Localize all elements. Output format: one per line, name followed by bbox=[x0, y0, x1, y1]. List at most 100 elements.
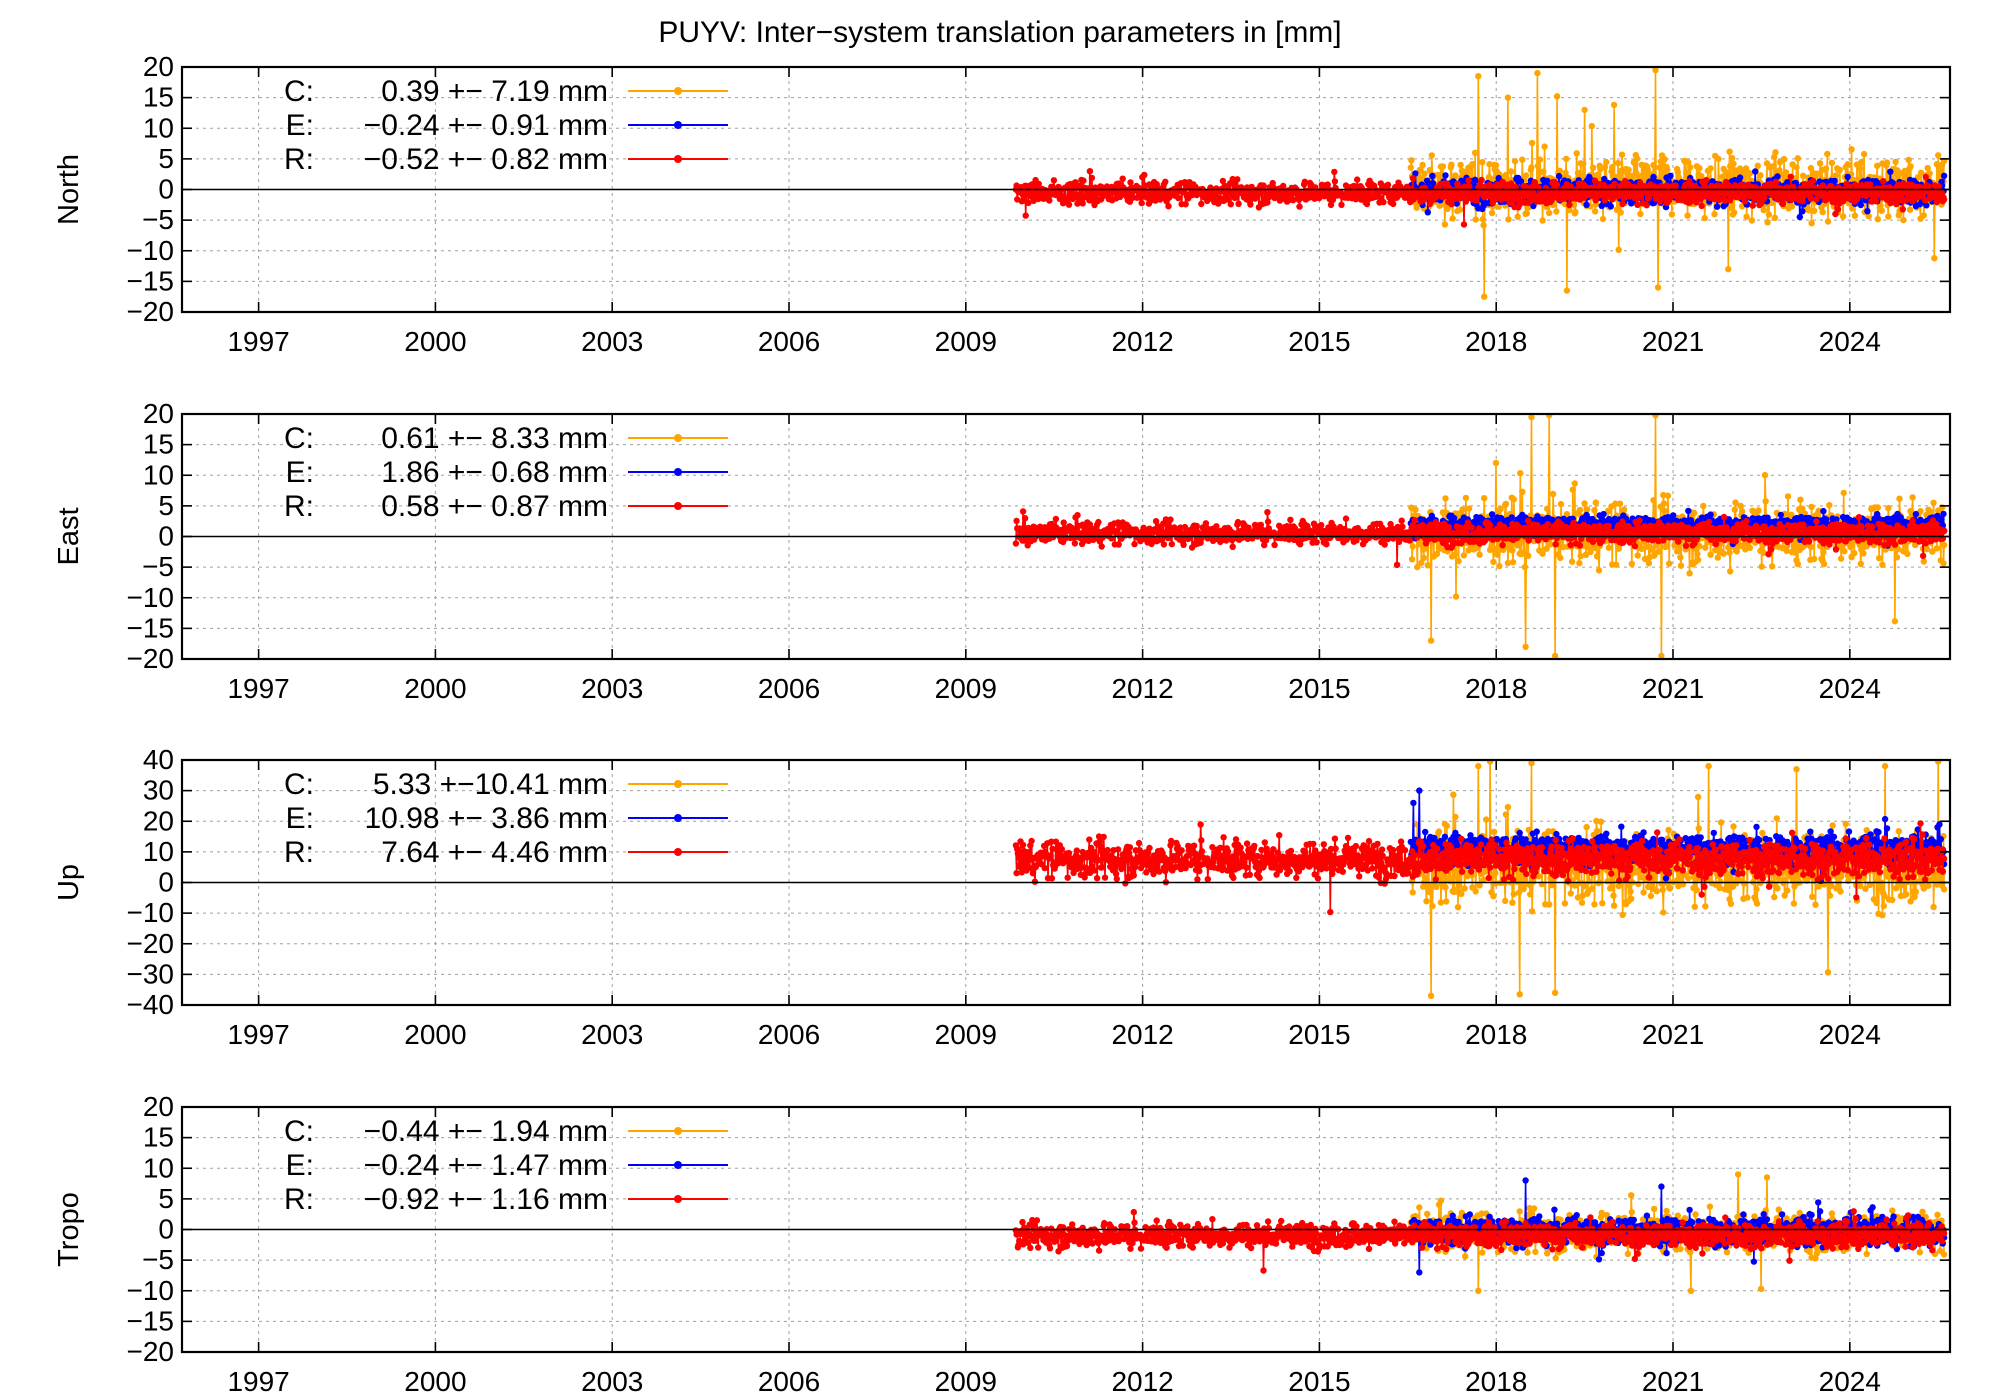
data-point bbox=[1687, 164, 1694, 171]
data-point bbox=[1098, 543, 1105, 550]
data-point bbox=[1421, 170, 1428, 177]
data-point bbox=[1528, 414, 1535, 421]
data-point bbox=[1022, 212, 1029, 219]
data-point bbox=[1822, 165, 1830, 172]
data-point bbox=[1488, 511, 1496, 518]
data-point bbox=[1819, 208, 1826, 216]
data-point bbox=[1824, 150, 1831, 158]
data-point bbox=[1065, 201, 1073, 208]
data-point bbox=[1451, 551, 1458, 558]
data-point bbox=[1940, 196, 1948, 203]
data-point bbox=[1509, 559, 1517, 566]
data-point bbox=[1592, 197, 1599, 204]
data-point bbox=[1826, 501, 1833, 509]
data-point bbox=[1331, 168, 1338, 176]
data-point bbox=[1546, 209, 1553, 217]
data-point bbox=[1409, 175, 1417, 182]
data-point bbox=[1479, 216, 1487, 223]
data-point bbox=[1232, 194, 1240, 201]
data-point bbox=[1698, 173, 1705, 180]
data-point bbox=[1442, 495, 1449, 502]
data-point bbox=[1925, 183, 1932, 190]
data-point bbox=[1131, 540, 1138, 548]
y-tick-label: −10 bbox=[127, 235, 175, 266]
data-point bbox=[1634, 552, 1641, 559]
data-point bbox=[1569, 486, 1577, 493]
data-point bbox=[1661, 156, 1668, 163]
data-point bbox=[1521, 563, 1529, 571]
data-point bbox=[1757, 172, 1764, 179]
data-point bbox=[1534, 162, 1542, 169]
data-point bbox=[1439, 163, 1447, 170]
data-point bbox=[1507, 180, 1515, 187]
data-point bbox=[1864, 208, 1871, 215]
data-point bbox=[1917, 508, 1924, 515]
data-point bbox=[1612, 561, 1620, 568]
data-point bbox=[1788, 511, 1795, 518]
data-point bbox=[1878, 207, 1886, 214]
data-point bbox=[1895, 172, 1902, 180]
data-point bbox=[1050, 177, 1058, 184]
data-point bbox=[1762, 498, 1769, 505]
data-point bbox=[1893, 554, 1901, 561]
data-point bbox=[1865, 213, 1872, 220]
data-point bbox=[1769, 199, 1776, 206]
data-point bbox=[1471, 176, 1479, 183]
data-point bbox=[1490, 558, 1497, 566]
data-point bbox=[1481, 293, 1488, 300]
data-point bbox=[1412, 506, 1419, 513]
x-tick-label: 2018 bbox=[1465, 326, 1527, 357]
data-point bbox=[1591, 208, 1599, 215]
data-point bbox=[1776, 167, 1783, 174]
data-point bbox=[1848, 146, 1855, 153]
data-point bbox=[1412, 170, 1419, 177]
data-point bbox=[1582, 551, 1590, 558]
legend: C: 0.39 +− 7.19 mmE: −0.24 +− 0.91 mmR: −0.… bbox=[284, 75, 728, 176]
data-point bbox=[1591, 506, 1598, 514]
data-point bbox=[1738, 508, 1746, 515]
data-point bbox=[1418, 559, 1425, 566]
data-point bbox=[1904, 550, 1911, 557]
data-point bbox=[1486, 181, 1493, 189]
data-point bbox=[1849, 205, 1856, 212]
legend-label-c: C: bbox=[284, 75, 314, 108]
data-point bbox=[1903, 196, 1911, 203]
data-point bbox=[1813, 196, 1820, 203]
data-point bbox=[1857, 560, 1865, 568]
data-point bbox=[1557, 554, 1564, 561]
legend-marker-e bbox=[674, 121, 682, 129]
data-point bbox=[1666, 560, 1673, 567]
data-point bbox=[1920, 558, 1928, 565]
data-point bbox=[1698, 202, 1705, 210]
data-point bbox=[1807, 195, 1815, 202]
data-point bbox=[1799, 208, 1806, 215]
data-point bbox=[1543, 545, 1550, 552]
data-point bbox=[1595, 567, 1603, 574]
data-point bbox=[1088, 174, 1096, 182]
y-tick-label: −15 bbox=[127, 265, 175, 296]
data-point bbox=[1566, 201, 1573, 209]
data-point bbox=[1831, 177, 1838, 185]
data-point bbox=[1080, 177, 1087, 184]
data-point bbox=[1475, 73, 1482, 80]
x-tick-label: 2009 bbox=[935, 326, 997, 357]
legend-stats-r: −0.52 +− 0.82 mm bbox=[364, 143, 608, 176]
data-point bbox=[1650, 161, 1657, 169]
data-point bbox=[1581, 106, 1588, 114]
data-point bbox=[1074, 200, 1081, 207]
data-point bbox=[1754, 162, 1762, 169]
data-point bbox=[1799, 198, 1806, 205]
data-point bbox=[1449, 215, 1456, 222]
data-point bbox=[1860, 550, 1867, 557]
data-point bbox=[1940, 510, 1947, 518]
data-point bbox=[1672, 182, 1679, 189]
data-point bbox=[1466, 183, 1473, 190]
x-tick-label: 2006 bbox=[758, 326, 820, 357]
panels: 1997 2000 2003 2006 2009 2012 2015 2018 2021 2024… bbox=[53, 51, 1952, 1397]
data-point bbox=[1448, 201, 1455, 208]
data-point bbox=[1182, 201, 1189, 208]
data-point bbox=[1500, 546, 1507, 554]
data-point bbox=[1761, 471, 1769, 479]
data-point bbox=[1783, 547, 1790, 555]
legend-label-r: R: bbox=[284, 143, 314, 176]
